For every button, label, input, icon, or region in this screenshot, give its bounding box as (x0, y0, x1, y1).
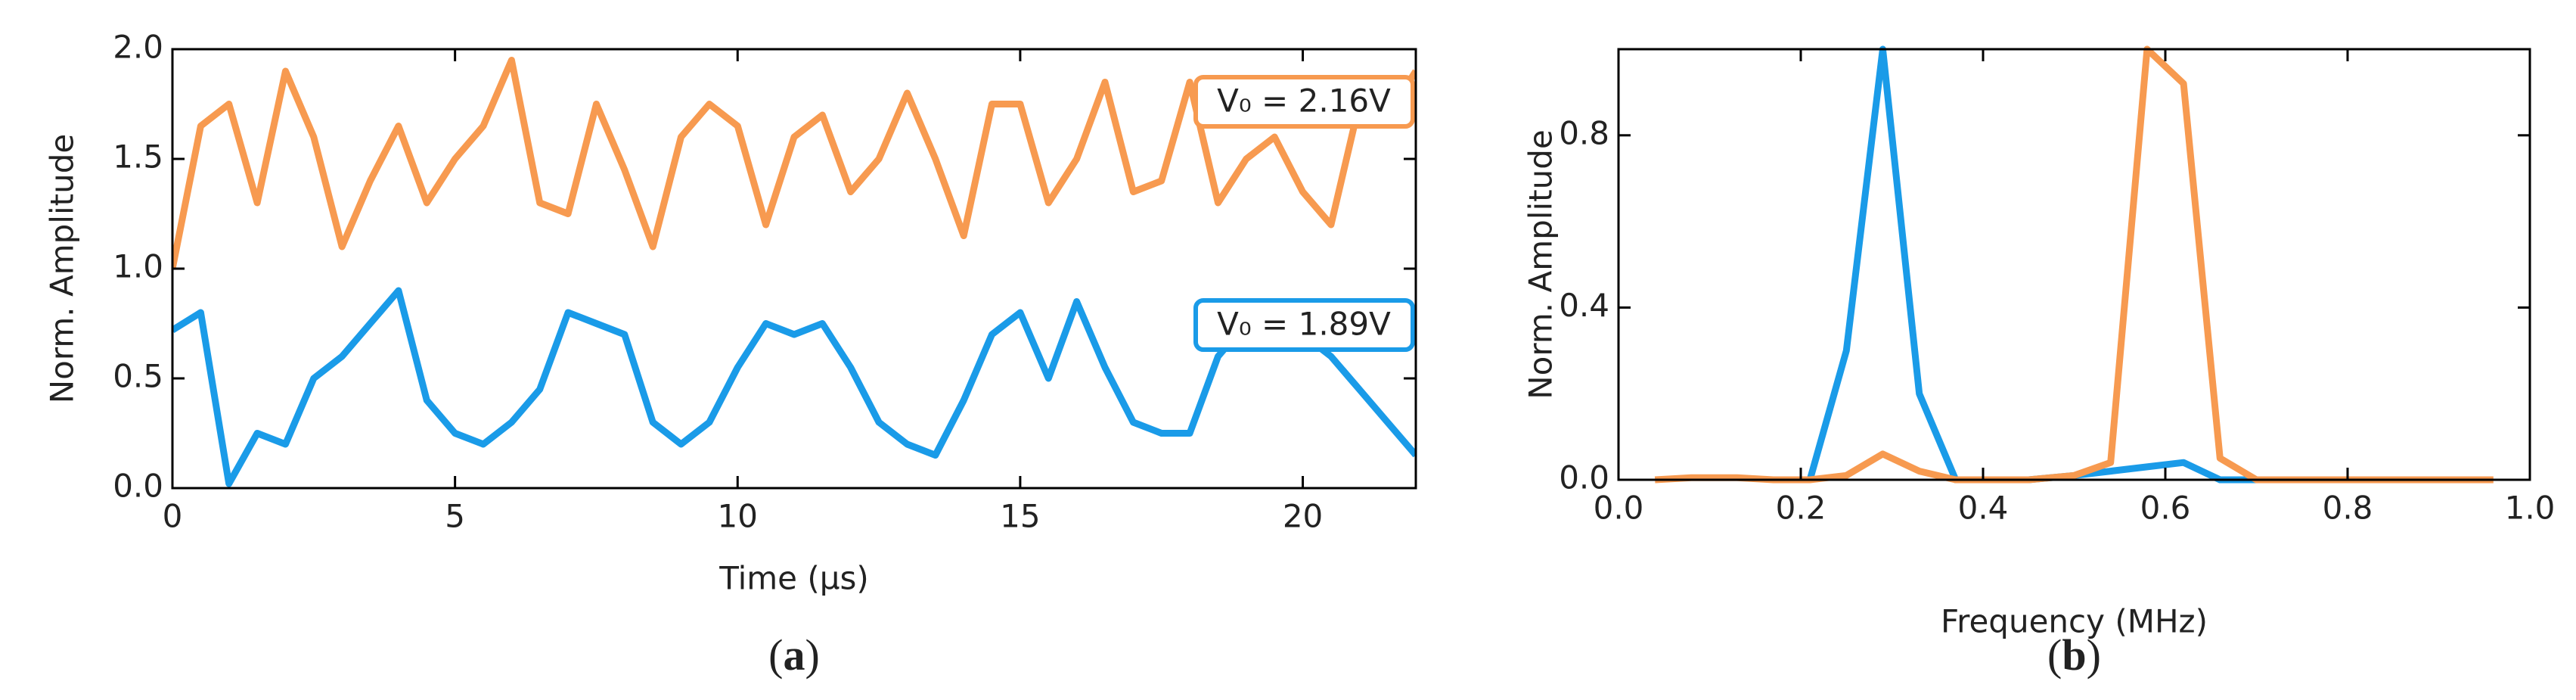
x-tick-label: 0.4 (1958, 490, 2009, 527)
y-axis-label: Norm. Amplitude (1522, 129, 1560, 400)
y-tick-label: 0.5 (113, 358, 163, 395)
y-tick-label: 1.5 (113, 138, 163, 176)
x-axis-label: Time (µs) (718, 560, 869, 597)
x-tick-label: 0.8 (2323, 490, 2373, 527)
series-line (172, 57, 1416, 269)
legend-label: V₀ = 1.89V (1217, 306, 1391, 343)
panel-letter: b (2062, 630, 2086, 680)
series-line (1654, 45, 2494, 484)
series-line (172, 287, 1416, 487)
y-tick-label: 0.4 (1559, 287, 1609, 324)
x-tick-label: 15 (1000, 498, 1040, 535)
legend-label: V₀ = 2.16V (1217, 82, 1391, 120)
x-tick-label: 0.0 (1594, 490, 1644, 527)
panel-letter: a (784, 630, 805, 680)
x-tick-label: 0 (163, 498, 183, 535)
x-tick-label: 5 (445, 498, 465, 535)
y-tick-label: 0.8 (1559, 114, 1609, 151)
x-tick-label: 0.6 (2140, 490, 2191, 527)
chart: V₀ = 2.16V V₀ = 1.89V 0 5 10 15 20 0.0 0.5 1.0 1.5… (44, 29, 1417, 680)
panel-caption: (a) (768, 630, 820, 680)
x-axis-label: Frequency (MHz) (1941, 603, 2208, 640)
y-tick-label: 0.0 (1559, 459, 1609, 496)
y-tick-label: 1.0 (113, 248, 163, 285)
legend-box (1193, 298, 1415, 352)
y-axis-label: Norm. Amplitude (44, 134, 81, 404)
x-tick-label: 10 (718, 498, 758, 535)
x-tick-label: 0.2 (1776, 490, 1826, 527)
y-tick-label: 0.0 (113, 468, 163, 505)
axes-frame (1617, 48, 2531, 481)
chart: 0.0 0.2 0.4 0.6 0.8 1.0 0.0 0.4 0.8 Frequency (MH… (1522, 45, 2556, 680)
x-tick-label: 1.0 (2505, 490, 2556, 527)
x-tick-label: 20 (1283, 498, 1323, 535)
panel-caption: (b) (2047, 630, 2101, 680)
y-tick-label: 2.0 (113, 29, 163, 66)
legend-box (1193, 75, 1415, 129)
